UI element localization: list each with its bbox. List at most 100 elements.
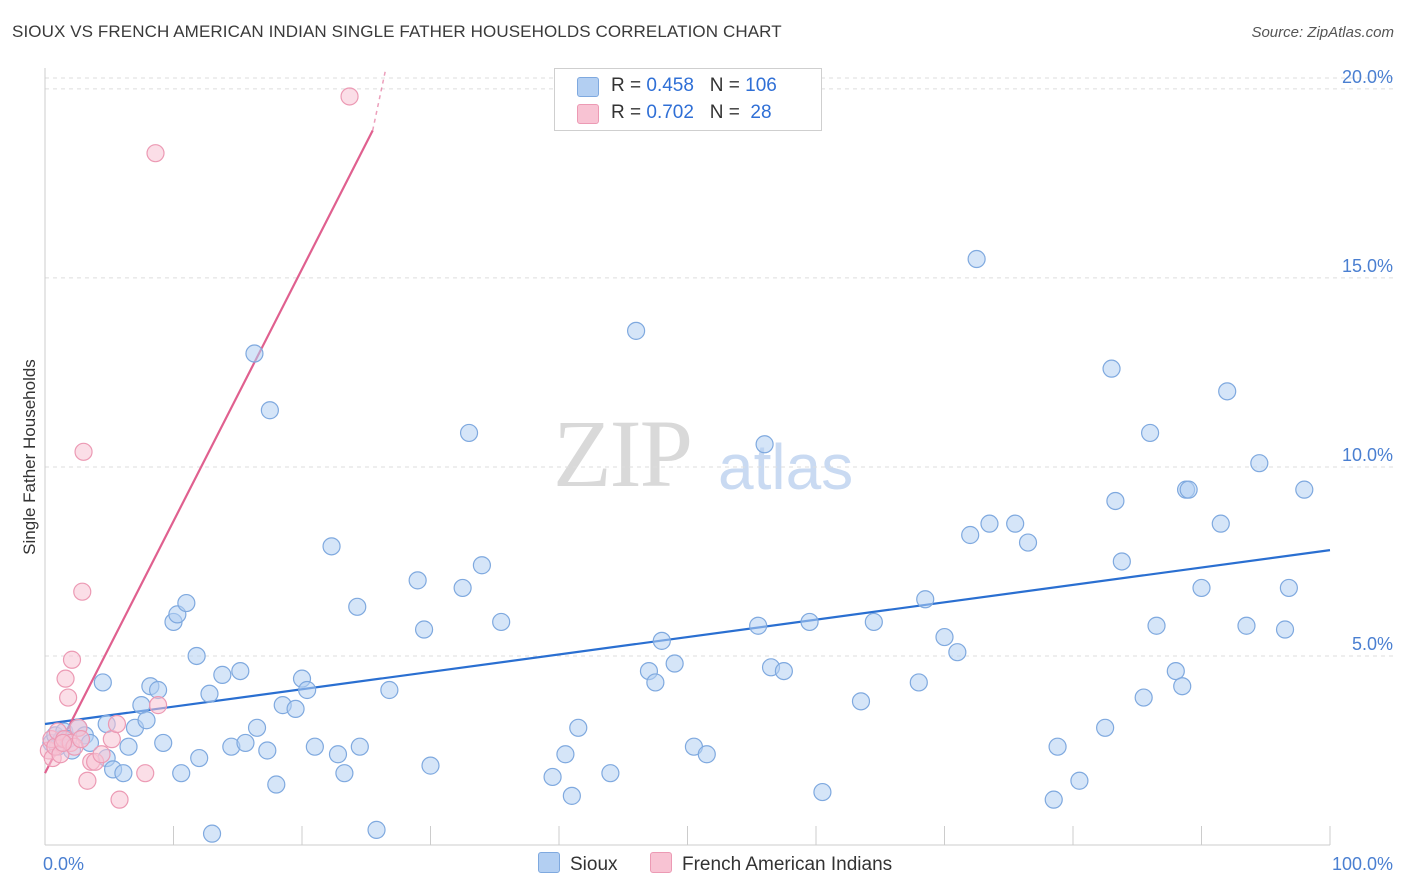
n-value-french: 28: [745, 102, 772, 123]
french-point: [148, 696, 168, 715]
sioux-point: [1192, 578, 1211, 598]
sioux-point: [414, 620, 434, 639]
sioux-point: [1295, 480, 1314, 499]
sioux-point: [1166, 661, 1185, 681]
sioux-point: [1048, 737, 1067, 756]
french-points: [39, 87, 359, 809]
n-label: N =: [709, 102, 746, 123]
sioux-point: [864, 612, 883, 632]
sioux-point: [948, 643, 967, 662]
sioux-point: [421, 756, 440, 775]
sioux-point: [459, 423, 479, 443]
sioux-point: [556, 745, 575, 764]
sioux-point: [1070, 771, 1089, 790]
french-point: [110, 790, 129, 809]
sioux-point: [267, 775, 286, 794]
french-point: [107, 714, 127, 734]
sioux-point: [367, 820, 386, 839]
sioux-point: [202, 824, 222, 843]
sioux-point: [1275, 620, 1295, 639]
r-label: R =: [611, 102, 647, 123]
stats-legend: R = 0.458 N = 106 R = 0.702 N = 28: [554, 68, 822, 131]
sioux-point: [200, 684, 219, 703]
sioux-point: [190, 748, 209, 768]
sioux-point: [1140, 423, 1160, 443]
sioux-point: [1218, 382, 1237, 401]
axes: [44, 68, 1331, 846]
sioux-point: [665, 654, 684, 673]
sioux-swatch: [577, 77, 599, 97]
sioux-point: [258, 741, 277, 760]
r-label: R =: [611, 75, 647, 96]
sioux-point: [1250, 454, 1269, 473]
french-legend-swatch: [650, 852, 672, 873]
sioux-point: [154, 733, 173, 753]
french-point: [340, 87, 359, 106]
sioux-point: [755, 435, 774, 454]
sioux-point: [813, 782, 832, 802]
french-point: [53, 733, 73, 753]
sioux-point: [909, 673, 928, 692]
sioux-point: [1279, 578, 1298, 598]
sioux-point: [245, 344, 264, 363]
french-trend-line: [44, 129, 374, 774]
sioux-point: [472, 556, 491, 575]
sioux-point: [453, 578, 472, 598]
y-axis-label: Single Father Households: [20, 359, 39, 555]
sioux-point: [119, 737, 138, 756]
sioux-point: [1179, 480, 1198, 499]
french-legend-label: French American Indians: [682, 854, 893, 875]
sioux-point: [247, 718, 267, 737]
n-label: N =: [709, 75, 746, 96]
sioux-point: [231, 661, 250, 681]
sioux-point: [148, 680, 168, 700]
n-value-sioux: 106: [745, 75, 777, 96]
sioux-legend-swatch: [538, 852, 560, 873]
sioux-point: [1102, 359, 1121, 378]
legend-row-sioux: R = 0.458 N = 106: [577, 75, 777, 99]
x-tick-label-max: 100.0%: [1332, 854, 1393, 874]
french-trend-extension: [371, 69, 387, 131]
sioux-point: [1018, 533, 1038, 552]
sioux-point: [1237, 616, 1256, 635]
x-tick-label-min: 0.0%: [43, 854, 84, 874]
sioux-point: [236, 733, 255, 753]
watermark-zip: ZIP: [553, 400, 693, 507]
french-point: [62, 650, 82, 669]
sioux-point: [1006, 514, 1025, 533]
sioux-point: [305, 737, 324, 756]
legend-row-french: R = 0.702 N = 28: [577, 102, 772, 126]
sioux-point: [562, 786, 581, 805]
sioux-point: [749, 616, 768, 635]
sioux-point: [93, 673, 112, 692]
legend-item-french: French American Indians: [650, 852, 892, 876]
sioux-point: [177, 593, 196, 613]
french-point: [136, 764, 155, 783]
french-point: [73, 582, 92, 601]
sioux-point: [322, 537, 341, 556]
sioux-point: [569, 718, 588, 737]
sioux-point: [1134, 688, 1153, 707]
sioux-trend-line: [44, 549, 1331, 726]
sioux-point: [350, 737, 369, 756]
sioux-point: [851, 692, 871, 711]
sioux-point: [961, 525, 980, 545]
sioux-legend-label: Sioux: [570, 854, 618, 875]
sioux-point: [132, 696, 151, 715]
r-value-french: 0.702: [646, 102, 694, 123]
french-point: [92, 745, 111, 764]
sioux-point: [697, 745, 716, 764]
sioux-point: [646, 673, 665, 692]
sioux-point: [114, 764, 133, 783]
sioux-point: [408, 571, 427, 590]
y-tick-label: 15.0%: [1342, 256, 1393, 276]
y-tick-label: 5.0%: [1352, 634, 1393, 654]
r-value-sioux: 0.458: [646, 75, 694, 96]
sioux-point: [1211, 514, 1230, 533]
sioux-point: [286, 699, 305, 719]
sioux-point: [260, 401, 279, 420]
sioux-point: [1044, 790, 1063, 809]
sioux-point: [1096, 718, 1115, 737]
french-point: [74, 442, 93, 461]
